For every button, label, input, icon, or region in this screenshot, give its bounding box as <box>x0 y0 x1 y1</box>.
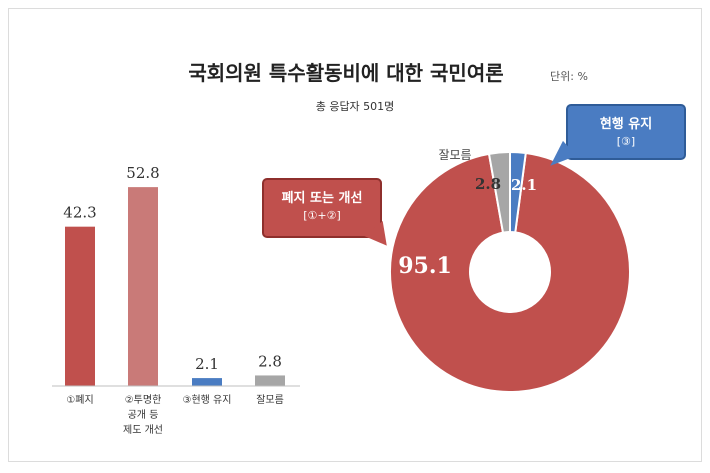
bar-category-label-2-3: 제도 개선 <box>123 424 163 436</box>
bar-4 <box>255 375 285 386</box>
callout-abolish-or-improve-title: 폐지 또는 개선 <box>281 191 363 206</box>
bar-value-label-1: 42.3 <box>63 204 96 222</box>
callout-abolish-or-improve-note: [①+②] <box>303 209 341 222</box>
callout-abolish-or-improve: 폐지 또는 개선 [①+②] <box>262 178 382 238</box>
donut-slice-3 <box>509 150 527 234</box>
bar-1 <box>65 226 95 386</box>
bar-2 <box>128 187 158 386</box>
bar-category-label-2-2: 공개 등 <box>128 409 159 421</box>
bar-value-label-3: 2.1 <box>195 355 219 373</box>
bar-value-label-2: 52.8 <box>126 164 159 182</box>
unit-label: 단위: % <box>550 70 588 83</box>
bar-category-label-4-1: 잘모름 <box>256 394 284 406</box>
bar-value-label-4: 2.8 <box>258 352 282 370</box>
donut-value-label-3: 2.1 <box>511 176 537 194</box>
donut-value-label-2: 2.8 <box>475 175 501 193</box>
callout-keep-current-note: [③] <box>616 135 636 148</box>
bar-category-label-3-1: ③현행 유지 <box>183 394 232 406</box>
donut-value-label-1: 95.1 <box>398 253 452 279</box>
callout-keep-current-title: 현행 유지 <box>599 117 653 132</box>
donut-outside-label: 잘모름 <box>438 148 471 162</box>
bar-3 <box>192 378 222 386</box>
chart-subtitle: 총 응답자 501명 <box>316 100 395 113</box>
callout-keep-current: 현행 유지 [③] <box>566 104 686 160</box>
bar-category-label-2-1: ②투명한 <box>125 394 162 406</box>
chart-title: 국회의원 특수활동비에 대한 국민여론 <box>188 61 503 85</box>
bar-category-label-1-1: ①폐지 <box>66 394 93 406</box>
